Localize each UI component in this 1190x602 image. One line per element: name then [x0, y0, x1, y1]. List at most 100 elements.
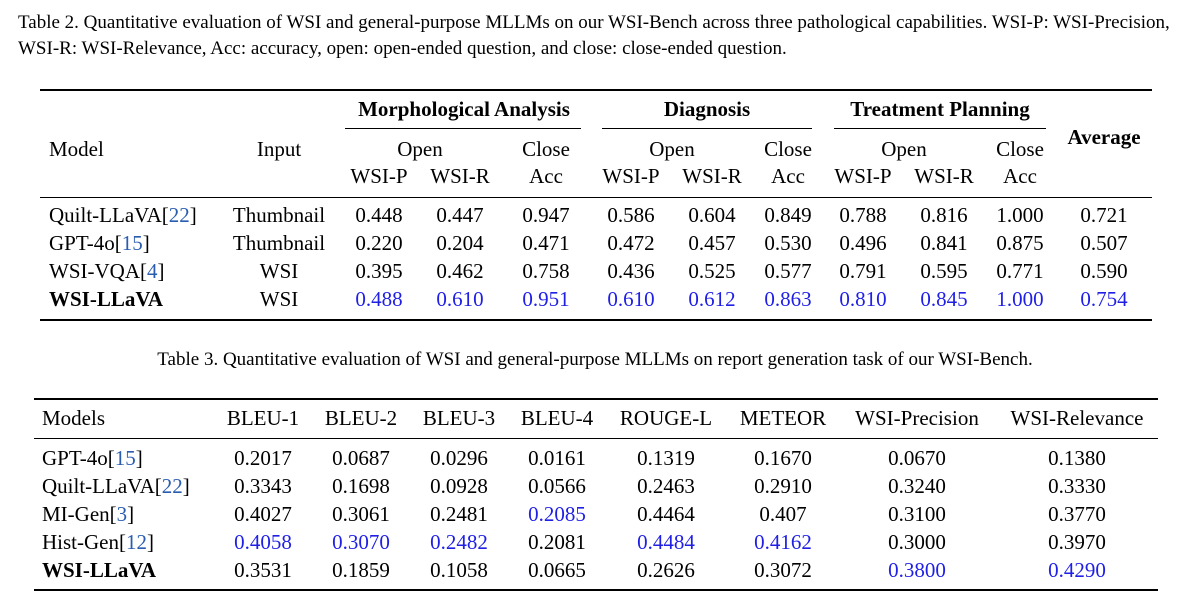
morph-group-rule	[345, 128, 581, 129]
value-cell: 0.471	[522, 231, 570, 255]
citation-link[interactable]: 15	[121, 231, 143, 255]
model-name-cell: WSI-VQA[4]	[49, 259, 164, 283]
citation-link[interactable]: 15	[114, 446, 136, 470]
model-name: WSI-VQA	[49, 259, 140, 283]
value-cell: 0.721	[1080, 203, 1128, 227]
value-cell: 0.947	[522, 203, 570, 227]
citation-link[interactable]: 4	[146, 259, 158, 283]
value-cell: 0.610	[607, 287, 655, 311]
value-cell: 0.3800	[888, 558, 946, 582]
value-cell: 0.4290	[1048, 558, 1106, 582]
value-cell: 0.758	[522, 259, 570, 283]
value-cell: 0.791	[839, 259, 887, 283]
value-cell: 0.3000	[888, 530, 946, 554]
model-name: MI-Gen	[42, 502, 110, 526]
citation-link[interactable]: 12	[126, 530, 147, 554]
value-cell: 0.3240	[888, 474, 946, 498]
value-cell: 0.0670	[888, 446, 946, 470]
value-cell: 0.530	[764, 231, 812, 255]
value-cell: 1.000	[996, 287, 1044, 311]
header-metric: BLEU-1	[226, 406, 300, 430]
value-cell: 0.436	[607, 259, 655, 283]
citation-bracket: ]	[135, 446, 143, 470]
citation-link[interactable]: 22	[161, 474, 183, 498]
value-cell: 0.849	[764, 203, 812, 227]
model-name-cell: GPT-4o[15]	[49, 231, 150, 255]
header-metric: WSI-Precision	[855, 406, 979, 430]
citation-bracket: ]	[189, 203, 197, 227]
value-cell: 0.462	[436, 259, 484, 283]
value-cell: 0.810	[839, 287, 887, 311]
value-cell: 0.845	[920, 287, 968, 311]
value-cell: 0.3330	[1048, 474, 1106, 498]
value-cell: 0.875	[996, 231, 1044, 255]
value-cell: 0.395	[355, 259, 403, 283]
table2-caption: Table 2. Quantitative evaluation of WSI …	[18, 12, 1170, 59]
header-sub-wsi-r: WSI-R	[914, 164, 974, 188]
header-sub-acc: Acc	[771, 164, 805, 188]
table2-top-rule	[40, 89, 1152, 91]
header-sub-wsi-r: WSI-R	[430, 164, 490, 188]
model-name: Hist-Gen	[42, 530, 119, 554]
value-cell: 0.4464	[637, 502, 695, 526]
citation-bracket: [	[161, 203, 169, 227]
value-cell: 0.457	[688, 231, 736, 255]
model-name-cell: MI-Gen[3]	[42, 502, 134, 526]
value-cell: 0.595	[920, 259, 968, 283]
citation-bracket: [	[154, 474, 162, 498]
header-metric: ROUGE-L	[619, 406, 713, 430]
value-cell: 0.407	[759, 502, 807, 526]
value-cell: 0.586	[607, 203, 655, 227]
value-cell: 0.472	[607, 231, 655, 255]
citation-link[interactable]: 22	[168, 203, 190, 227]
header-metric: BLEU-2	[324, 406, 398, 430]
value-cell: 0.590	[1080, 259, 1128, 283]
value-cell: 0.2085	[528, 502, 586, 526]
model-name-cell: Quilt-LLaVA[22]	[49, 203, 197, 227]
table2-header-rule	[40, 197, 1152, 198]
value-cell: 0.447	[436, 203, 484, 227]
value-cell: 0.496	[839, 231, 887, 255]
input-cell: WSI	[259, 259, 299, 283]
input-cell: Thumbnail	[232, 203, 326, 227]
value-cell: 0.2626	[637, 558, 695, 582]
value-cell: 0.1058	[430, 558, 488, 582]
value-cell: 0.0665	[528, 558, 586, 582]
model-name-cell: Quilt-LLaVA[22]	[42, 474, 190, 498]
value-cell: 0.3970	[1048, 530, 1106, 554]
value-cell: 0.754	[1080, 287, 1128, 311]
citation-bracket: [	[107, 446, 115, 470]
model-name-cell: WSI-LLaVA	[49, 287, 163, 311]
treat-group-rule	[834, 128, 1046, 129]
header-group-treatment: Treatment Planning	[850, 97, 1030, 121]
citation-bracket: [	[109, 502, 117, 526]
value-cell: 0.204	[436, 231, 484, 255]
header-diag-open: Open	[649, 137, 695, 161]
value-cell: 0.3061	[332, 502, 390, 526]
header-sub-acc: Acc	[1003, 164, 1037, 188]
value-cell: 0.3072	[754, 558, 812, 582]
header-group-morphological: Morphological Analysis	[358, 97, 570, 121]
value-cell: 0.841	[920, 231, 968, 255]
value-cell: 0.612	[688, 287, 736, 311]
header-treat-close: Close	[996, 137, 1044, 161]
citation-bracket: ]	[182, 474, 190, 498]
table3-bottom-rule	[34, 589, 1158, 591]
value-cell: 0.1319	[637, 446, 695, 470]
value-cell: 0.3070	[332, 530, 390, 554]
header-metric: METEOR	[739, 406, 827, 430]
model-name: WSI-LLaVA	[42, 558, 156, 582]
value-cell: 0.4162	[754, 530, 812, 554]
value-cell: 0.577	[764, 259, 812, 283]
table3-top-rule	[34, 398, 1158, 400]
model-name-cell: GPT-4o[15]	[42, 446, 143, 470]
model-name: GPT-4o	[42, 446, 108, 470]
citation-link[interactable]: 3	[116, 502, 128, 526]
header-sub-acc: Acc	[529, 164, 563, 188]
header-sub-wsi-p: WSI-P	[834, 164, 892, 188]
citation-bracket: ]	[147, 530, 154, 554]
value-cell: 0.816	[920, 203, 968, 227]
table3-caption: Table 3. Quantitative evaluation of WSI …	[157, 349, 1033, 370]
table2-bottom-rule	[40, 319, 1152, 321]
value-cell: 0.2463	[637, 474, 695, 498]
